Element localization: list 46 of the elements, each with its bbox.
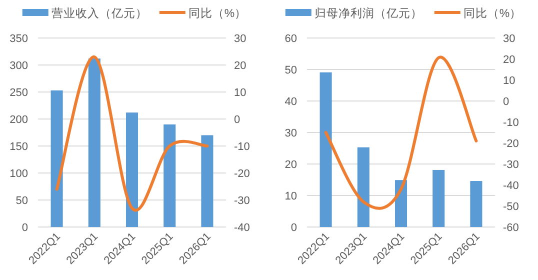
y2-tick-label: -40 [234,222,250,234]
y2-tick-label: 10 [234,87,246,99]
y-tick-label: 40 [284,96,297,108]
bar [164,124,176,227]
y2-tick-label: -10 [234,141,250,153]
y2-tick-label: 20 [234,60,246,72]
y-tick-label: 60 [284,33,297,45]
y2-tick-label: -10 [503,117,519,129]
y2-tick-label: 30 [503,33,516,45]
y-tick-label: 150 [10,141,28,153]
y2-tick-label: 10 [503,75,516,87]
bar [88,58,100,227]
y2-tick-label: -50 [503,201,519,213]
y2-tick-label: 30 [234,33,246,45]
y2-tick-label: 0 [503,96,510,108]
y-tick-label: 20 [284,159,297,171]
bar [470,181,482,227]
y2-tick-label: -60 [503,222,519,234]
y-tick-label: 250 [10,87,28,99]
legend-label: 同比（%） [463,7,522,20]
y-tick-label: 0 [22,222,28,234]
bar [432,170,445,227]
bar [320,72,332,227]
y2-tick-label: -20 [234,168,250,180]
bar [201,135,214,227]
legend-label: 归母净利润（亿元） [314,6,422,20]
y2-tick-label: -40 [503,180,519,192]
y2-tick-label: 0 [234,114,240,126]
y2-tick-label: -30 [503,159,519,171]
bar [50,90,63,227]
y2-tick-label: 20 [503,54,516,66]
y-tick-label: 350 [10,33,28,45]
y-tick-label: 300 [10,60,28,72]
y2-tick-label: -30 [234,195,250,207]
y-tick-label: 50 [16,195,28,207]
y2-tick-label: -20 [503,138,519,150]
y-tick-label: 200 [10,114,28,126]
y-tick-label: 100 [10,168,28,180]
y-tick-label: 10 [284,190,297,202]
legend-label: 营业收入（亿元） [51,6,148,20]
y-tick-label: 50 [284,64,297,76]
bar [126,112,138,227]
bar [357,147,370,227]
y-tick-label: 30 [284,128,297,140]
legend-label: 同比（%） [188,7,247,20]
y-tick-label: 0 [290,222,297,234]
